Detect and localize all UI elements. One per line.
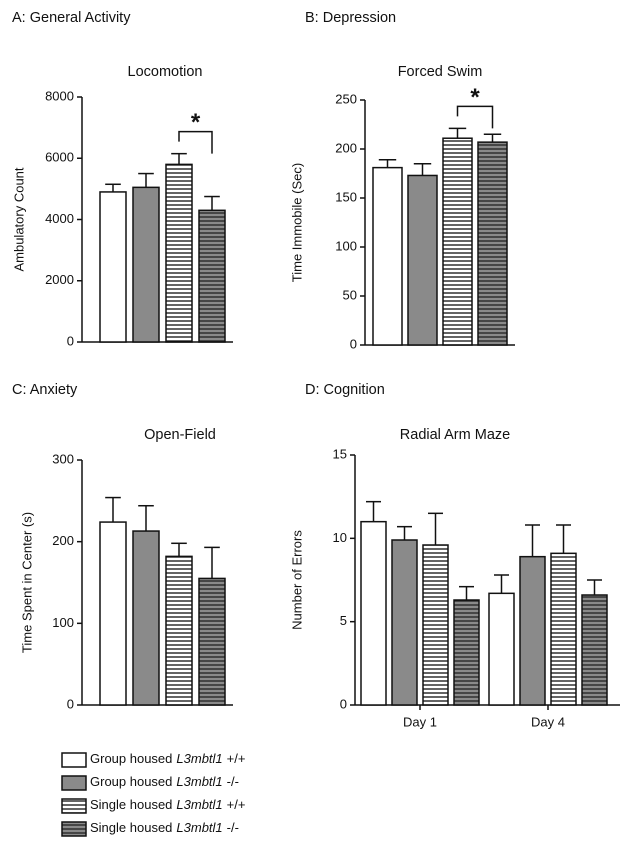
bar xyxy=(99,521,127,706)
y-tick-label: 0 xyxy=(350,336,357,351)
y-tick-label: 0 xyxy=(67,333,74,348)
legend-swatch xyxy=(61,752,87,768)
bar xyxy=(488,592,515,706)
bar xyxy=(99,191,127,343)
y-tick-label: 100 xyxy=(52,615,74,630)
bar xyxy=(519,555,546,706)
legend-label: Single housed L3mbtl1 +/+ xyxy=(90,797,245,812)
bar xyxy=(132,530,160,706)
bar xyxy=(477,141,508,346)
y-tick-label: 0 xyxy=(67,696,74,711)
y-axis-label: Time Immobile (Sec) xyxy=(289,163,304,282)
y-tick-label: 200 xyxy=(52,533,74,548)
bar xyxy=(581,594,608,706)
legend-prefix: Group housed xyxy=(90,751,172,766)
legend-swatch xyxy=(61,775,87,791)
y-tick-label: 150 xyxy=(335,189,357,204)
legend-label: Group housed L3mbtl1 -/- xyxy=(90,774,239,789)
significance-bracket xyxy=(456,105,494,129)
chart-title: Radial Arm Maze xyxy=(400,427,510,443)
significance-marker: * xyxy=(191,109,201,136)
bar xyxy=(422,544,449,706)
significance-marker: * xyxy=(470,84,480,111)
y-tick-label: 200 xyxy=(335,140,357,155)
bar xyxy=(165,163,193,343)
bar xyxy=(360,520,387,706)
chart-title: Forced Swim xyxy=(398,64,483,80)
legend-genotype: -/- xyxy=(227,774,239,789)
legend-label: Group housed L3mbtl1 +/+ xyxy=(90,751,245,766)
y-axis-label: Number of Errors xyxy=(289,530,304,630)
legend-swatch xyxy=(61,798,87,814)
y-tick-label: 0 xyxy=(340,696,347,711)
bar xyxy=(132,186,160,343)
bar xyxy=(391,539,418,706)
chart-title: Locomotion xyxy=(128,64,203,80)
bar xyxy=(453,599,480,706)
legend-prefix: Group housed xyxy=(90,774,172,789)
y-tick-label: 5 xyxy=(340,613,347,628)
legend-gene: L3mbtl1 xyxy=(176,751,222,766)
x-tick-label: Day 1 xyxy=(403,714,437,729)
legend-swatch xyxy=(61,821,87,837)
y-tick-label: 50 xyxy=(343,287,357,302)
y-tick-label: 6000 xyxy=(45,150,74,165)
legend-genotype: +/+ xyxy=(227,751,246,766)
panel-label: B: Depression xyxy=(305,10,396,26)
y-tick-label: 10 xyxy=(333,530,347,545)
y-tick-label: 2000 xyxy=(45,272,74,287)
legend-gene: L3mbtl1 xyxy=(176,774,222,789)
bar xyxy=(372,166,403,346)
y-axis-label: Time Spent in Center (s) xyxy=(19,512,34,653)
legend-gene: L3mbtl1 xyxy=(176,797,222,812)
y-tick-label: 4000 xyxy=(45,211,74,226)
y-axis-label: Ambulatory Count xyxy=(11,167,26,271)
bar xyxy=(442,137,473,346)
legend-label: Single housed L3mbtl1 -/- xyxy=(90,820,239,835)
legend-gene: L3mbtl1 xyxy=(176,820,222,835)
bar xyxy=(198,209,226,343)
y-tick-label: 250 xyxy=(335,91,357,106)
chart-title: Open-Field xyxy=(144,427,216,443)
x-tick-label: Day 4 xyxy=(531,714,565,729)
legend-genotype: -/- xyxy=(227,820,239,835)
y-tick-label: 300 xyxy=(52,451,74,466)
panel-label: D: Cognition xyxy=(305,382,385,398)
y-tick-label: 15 xyxy=(333,446,347,461)
significance-bracket xyxy=(178,130,213,154)
panel-label: A: General Activity xyxy=(12,10,131,26)
bar xyxy=(550,552,577,706)
bar xyxy=(407,174,438,346)
y-tick-label: 100 xyxy=(335,238,357,253)
bar xyxy=(198,577,226,706)
y-tick-label: 8000 xyxy=(45,88,74,103)
bar xyxy=(165,555,193,706)
legend-prefix: Single housed xyxy=(90,797,172,812)
legend-prefix: Single housed xyxy=(90,820,172,835)
legend-genotype: +/+ xyxy=(227,797,246,812)
panel-label: C: Anxiety xyxy=(12,382,78,398)
